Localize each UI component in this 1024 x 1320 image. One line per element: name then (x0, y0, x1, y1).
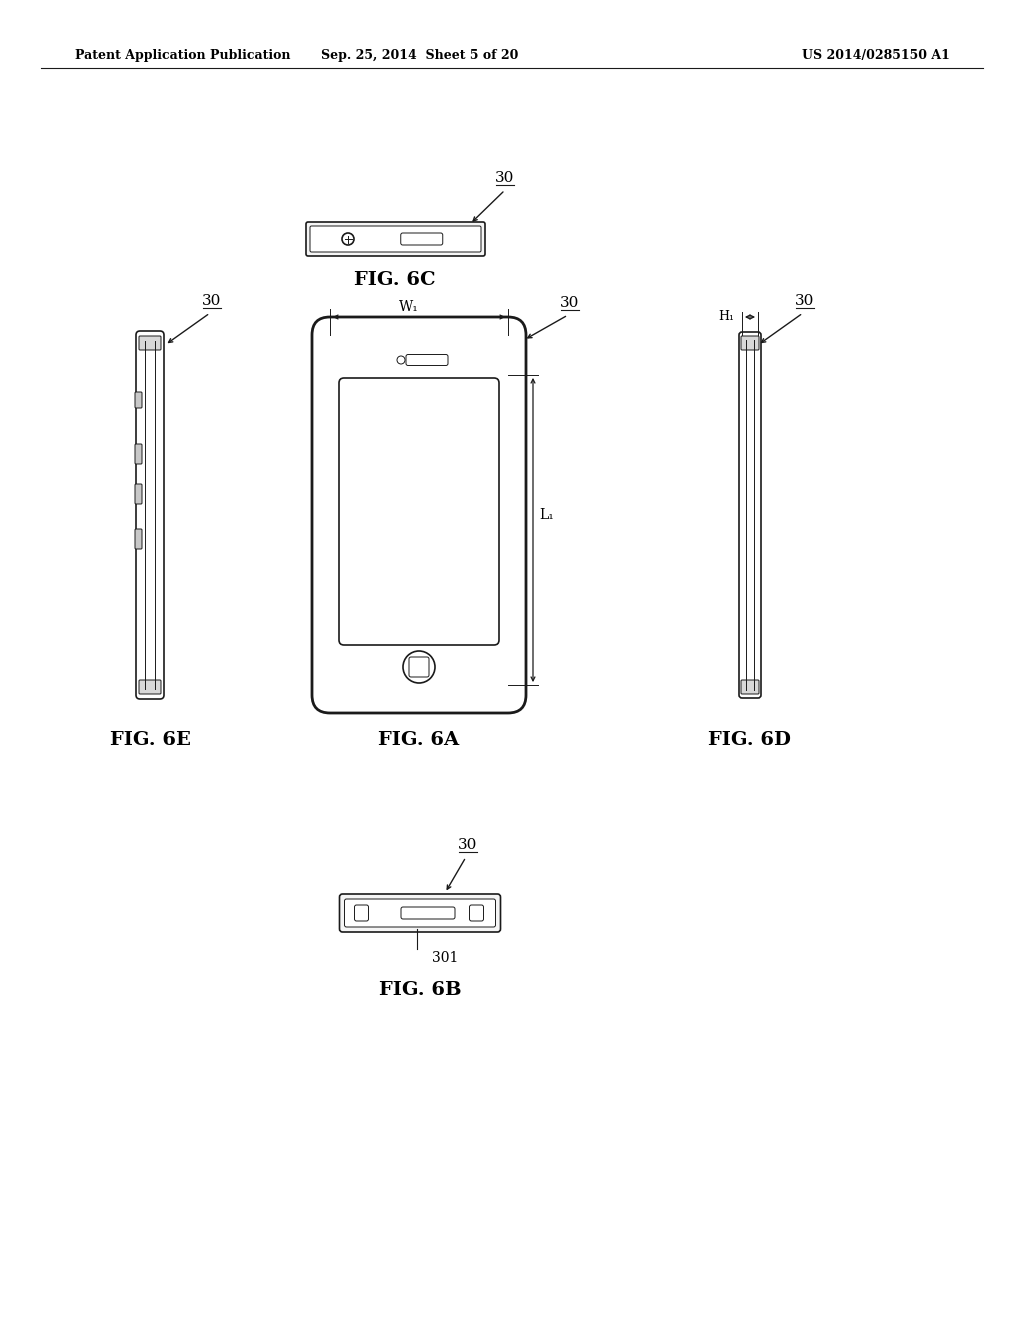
Circle shape (342, 234, 354, 246)
Text: FIG. 6D: FIG. 6D (709, 731, 792, 748)
FancyBboxPatch shape (312, 317, 526, 713)
Circle shape (403, 651, 435, 682)
FancyBboxPatch shape (400, 234, 442, 246)
Text: FIG. 6A: FIG. 6A (379, 731, 460, 748)
Text: Sep. 25, 2014  Sheet 5 of 20: Sep. 25, 2014 Sheet 5 of 20 (322, 49, 519, 62)
Text: FIG. 6C: FIG. 6C (354, 271, 436, 289)
Text: W₁: W₁ (399, 300, 419, 314)
FancyBboxPatch shape (344, 899, 496, 927)
FancyBboxPatch shape (135, 484, 142, 504)
Text: 30: 30 (560, 296, 580, 310)
FancyBboxPatch shape (139, 680, 161, 694)
Text: 301: 301 (432, 950, 459, 965)
FancyBboxPatch shape (406, 355, 449, 366)
Text: US 2014/0285150 A1: US 2014/0285150 A1 (802, 49, 950, 62)
FancyBboxPatch shape (741, 337, 759, 350)
FancyBboxPatch shape (135, 392, 142, 408)
Text: 30: 30 (796, 294, 815, 308)
FancyBboxPatch shape (469, 906, 483, 921)
Text: H₁: H₁ (718, 310, 734, 323)
FancyBboxPatch shape (354, 906, 369, 921)
FancyBboxPatch shape (310, 226, 481, 252)
Text: 30: 30 (459, 838, 477, 851)
FancyBboxPatch shape (409, 657, 429, 677)
FancyBboxPatch shape (136, 331, 164, 700)
FancyBboxPatch shape (135, 529, 142, 549)
Text: Patent Application Publication: Patent Application Publication (75, 49, 291, 62)
Circle shape (397, 356, 406, 364)
FancyBboxPatch shape (135, 444, 142, 465)
Text: FIG. 6E: FIG. 6E (110, 731, 190, 748)
Text: 30: 30 (203, 294, 221, 308)
FancyBboxPatch shape (139, 337, 161, 350)
FancyBboxPatch shape (739, 333, 761, 698)
FancyBboxPatch shape (306, 222, 485, 256)
FancyBboxPatch shape (339, 378, 499, 645)
Text: FIG. 6B: FIG. 6B (379, 981, 462, 999)
Text: 30: 30 (496, 172, 515, 185)
FancyBboxPatch shape (401, 907, 455, 919)
FancyBboxPatch shape (741, 680, 759, 694)
FancyBboxPatch shape (340, 894, 501, 932)
Text: L₁: L₁ (540, 508, 554, 521)
